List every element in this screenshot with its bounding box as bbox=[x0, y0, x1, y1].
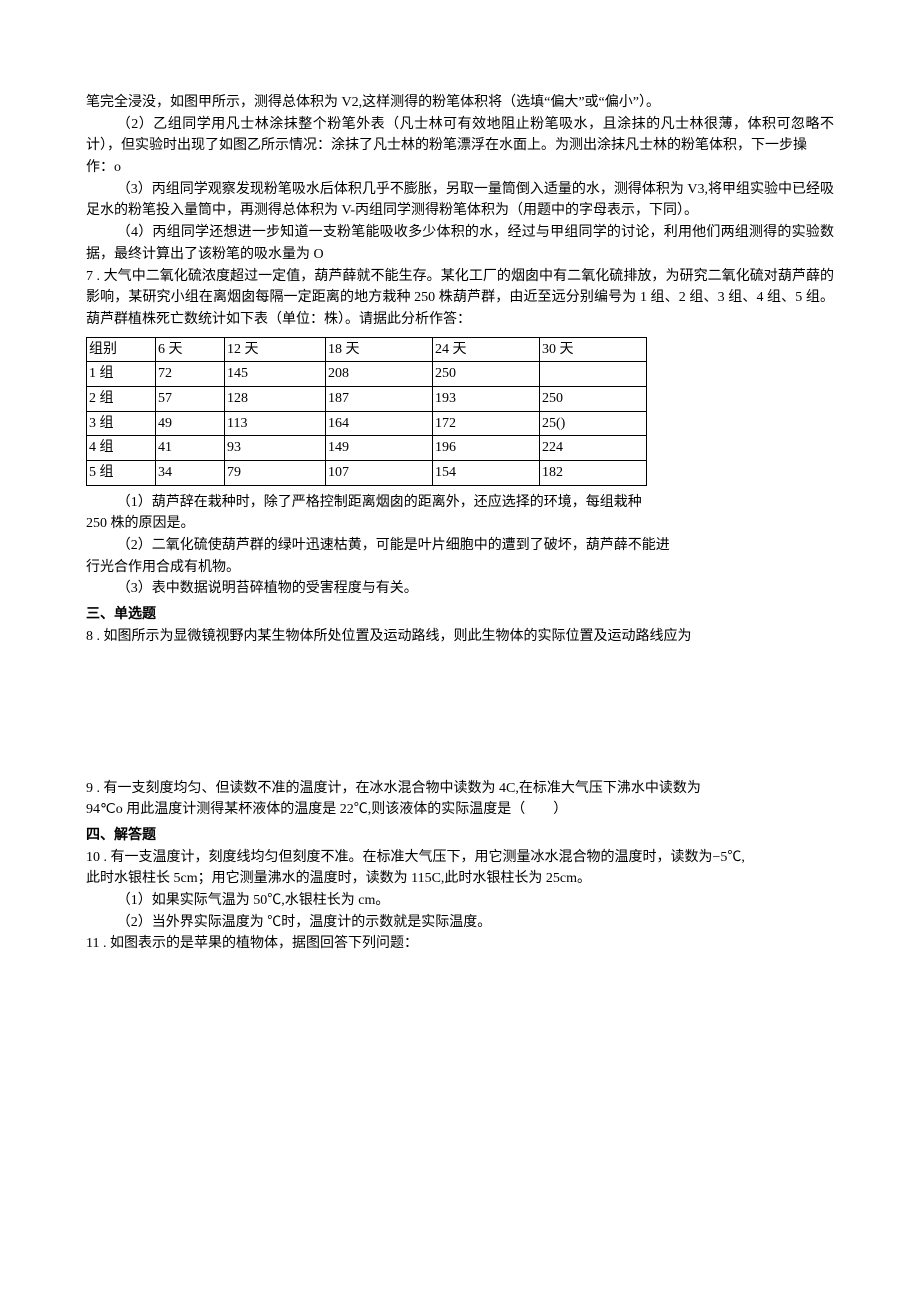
question-10: 10 . 有一支温度计，刻度线均匀但刻度不准。在标准大气压下，用它测量冰水混合物… bbox=[86, 847, 834, 869]
table-cell: 2 组 bbox=[87, 386, 156, 411]
table-cell: 172 bbox=[433, 411, 540, 436]
table-cell: 41 bbox=[156, 436, 225, 461]
body-text: （3）表中数据说明苔碎植物的受害程度与有关。 bbox=[86, 578, 834, 600]
body-text: 250 株的原因是。 bbox=[86, 513, 834, 535]
page: 笔完全浸没，如图甲所示，测得总体积为 V2,这样测得的粉笔体积将（选填“偏大”或… bbox=[0, 0, 920, 1301]
table-cell: 145 bbox=[225, 362, 326, 387]
question-8: 8 . 如图所示为显微镜视野内某生物体所处位置及运动路线，则此生物体的实际位置及… bbox=[86, 626, 834, 648]
table-cell: 164 bbox=[326, 411, 433, 436]
table-cell: 25() bbox=[540, 411, 647, 436]
question-10-sub1: （1）如果实际气温为 50℃,水银柱长为 cm。 bbox=[86, 890, 834, 912]
image-placeholder bbox=[86, 648, 834, 778]
table-cell: 107 bbox=[326, 461, 433, 486]
question-9: 9 . 有一支刻度均匀、但读数不准的温度计，在冰水混合物中读数为 4C,在标准大… bbox=[86, 778, 834, 800]
table-cell: 182 bbox=[540, 461, 647, 486]
body-text: （2）乙组同学用凡士林涂抹整个粉笔外表（凡士林可有效地阻止粉笔吸水，且涂抹的凡士… bbox=[86, 114, 834, 157]
table-cell: 34 bbox=[156, 461, 225, 486]
table-cell: 196 bbox=[433, 436, 540, 461]
table-cell: 113 bbox=[225, 411, 326, 436]
table-cell: 1 组 bbox=[87, 362, 156, 387]
table-header-cell: 18 天 bbox=[326, 337, 433, 362]
table-cell: 79 bbox=[225, 461, 326, 486]
table-cell: 128 bbox=[225, 386, 326, 411]
table-row: 4 组4193149196224 bbox=[87, 436, 647, 461]
section-heading: 三、单选题 bbox=[86, 604, 834, 626]
section-heading: 四、解答题 bbox=[86, 825, 834, 847]
question-10-line2: 此时水银柱长 5cm；用它测量沸水的温度时，读数为 115C,此时水银柱长为 2… bbox=[86, 868, 834, 890]
mortality-table: 组别 6 天 12 天 18 天 24 天 30 天 1 组7214520825… bbox=[86, 337, 647, 486]
table-cell bbox=[540, 362, 647, 387]
body-text: （1）葫芦辞在栽种时，除了严格控制距离烟囱的距离外，还应选择的环境，每组栽种 bbox=[86, 492, 834, 514]
table-row: 1 组72145208250 bbox=[87, 362, 647, 387]
table-row: 2 组57128187193250 bbox=[87, 386, 647, 411]
question-9-line2: 94℃o 用此温度计测得某杯液体的温度是 22℃,则该液体的实际温度是（ ） bbox=[86, 799, 834, 821]
question-7: 7 . 大气中二氧化硫浓度超过一定值，葫芦薛就不能生存。某化工厂的烟囱中有二氧化… bbox=[86, 266, 834, 331]
table-header-cell: 12 天 bbox=[225, 337, 326, 362]
table-cell: 4 组 bbox=[87, 436, 156, 461]
table-cell: 187 bbox=[326, 386, 433, 411]
table-row: 3 组4911316417225() bbox=[87, 411, 647, 436]
table-header-cell: 30 天 bbox=[540, 337, 647, 362]
table-cell: 224 bbox=[540, 436, 647, 461]
table-cell: 72 bbox=[156, 362, 225, 387]
table-cell: 208 bbox=[326, 362, 433, 387]
table-header-cell: 6 天 bbox=[156, 337, 225, 362]
table-cell: 57 bbox=[156, 386, 225, 411]
table-cell: 149 bbox=[326, 436, 433, 461]
body-text: 行光合作用合成有机物。 bbox=[86, 557, 834, 579]
table-cell: 154 bbox=[433, 461, 540, 486]
table-cell: 250 bbox=[540, 386, 647, 411]
body-text: 作：o bbox=[86, 157, 834, 179]
body-text: （4）丙组同学还想进一步知道一支粉笔能吸收多少体积的水，经过与甲组同学的讨论，利… bbox=[86, 222, 834, 265]
table-header-cell: 组别 bbox=[87, 337, 156, 362]
table-cell: 93 bbox=[225, 436, 326, 461]
table-row: 5 组3479107154182 bbox=[87, 461, 647, 486]
question-10-sub2: （2）当外界实际温度为 ℃时，温度计的示数就是实际温度。 bbox=[86, 912, 834, 934]
body-text: （2）二氧化硫使葫芦群的绿叶迅速枯黄，可能是叶片细胞中的遭到了破坏，葫芦薛不能进 bbox=[86, 535, 834, 557]
table-body: 1 组721452082502 组571281871932503 组491131… bbox=[87, 362, 647, 485]
table-cell: 49 bbox=[156, 411, 225, 436]
question-11: 11 . 如图表示的是苹果的植物体，据图回答下列问题： bbox=[86, 933, 834, 955]
body-text: （3）丙组同学观察发现粉笔吸水后体积几乎不膨胀，另取一量筒倒入适量的水，测得体积… bbox=[86, 179, 834, 222]
table-cell: 193 bbox=[433, 386, 540, 411]
table-cell: 250 bbox=[433, 362, 540, 387]
table-cell: 3 组 bbox=[87, 411, 156, 436]
table-header-row: 组别 6 天 12 天 18 天 24 天 30 天 bbox=[87, 337, 647, 362]
table-cell: 5 组 bbox=[87, 461, 156, 486]
body-text: 笔完全浸没，如图甲所示，测得总体积为 V2,这样测得的粉笔体积将（选填“偏大”或… bbox=[86, 92, 834, 114]
table-header-cell: 24 天 bbox=[433, 337, 540, 362]
